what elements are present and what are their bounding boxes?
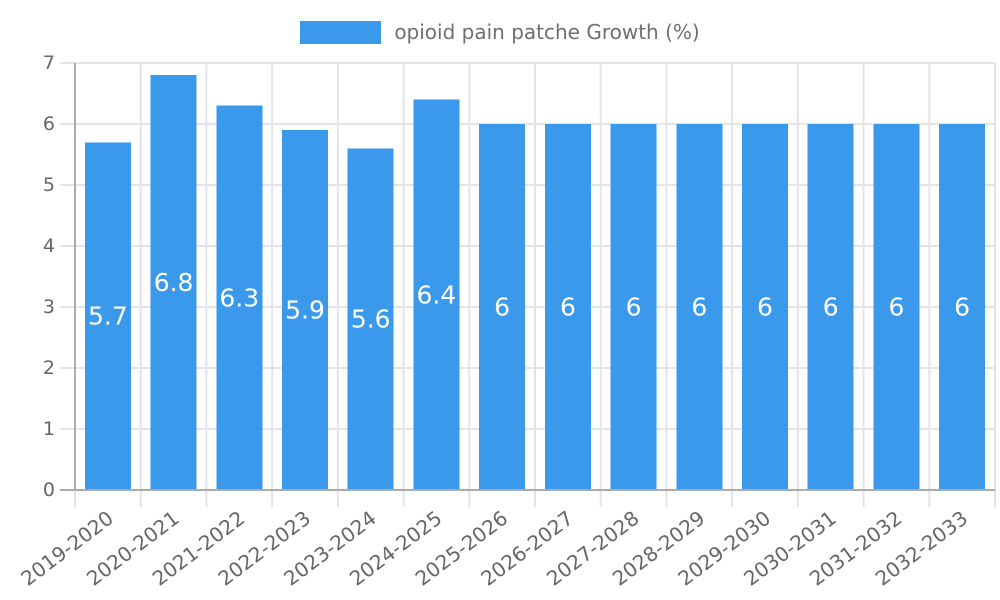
bar-value-label: 6 [560, 293, 576, 322]
bar [939, 124, 986, 490]
bar-value-label: 6 [823, 293, 839, 322]
y-tick-label: 6 [43, 113, 55, 135]
bar-value-label: 6.3 [219, 283, 259, 312]
bar [347, 148, 394, 490]
bar-value-label: 6.8 [154, 268, 194, 297]
y-tick-label: 5 [43, 174, 55, 196]
y-tick-label: 3 [43, 296, 55, 318]
y-tick-label: 1 [43, 418, 55, 440]
y-tick-label: 4 [43, 235, 55, 257]
bar [282, 130, 328, 490]
bar [676, 124, 723, 490]
bar [150, 75, 197, 490]
bar [413, 99, 460, 490]
y-tick-label: 2 [43, 357, 55, 379]
bar [873, 124, 920, 490]
bar [610, 124, 657, 490]
bar-value-label: 6 [888, 293, 904, 322]
bar [544, 124, 591, 490]
bar [216, 105, 263, 490]
bar-value-label: 5.7 [88, 302, 128, 331]
bar-value-label: 5.6 [351, 305, 391, 334]
y-tick-label: 0 [43, 479, 55, 501]
bar-value-label: 6 [494, 293, 510, 322]
y-tick-label: 7 [43, 52, 55, 74]
bar-value-label: 5.9 [285, 296, 325, 325]
bar-value-label: 6 [757, 293, 773, 322]
bar-value-label: 6 [626, 293, 642, 322]
bar-value-label: 6 [954, 293, 970, 322]
bar-value-label: 6.4 [417, 280, 457, 309]
bar [742, 124, 788, 490]
bar [479, 124, 526, 490]
bar-value-label: 6 [691, 293, 707, 322]
bar [84, 142, 131, 491]
bar [807, 124, 854, 490]
